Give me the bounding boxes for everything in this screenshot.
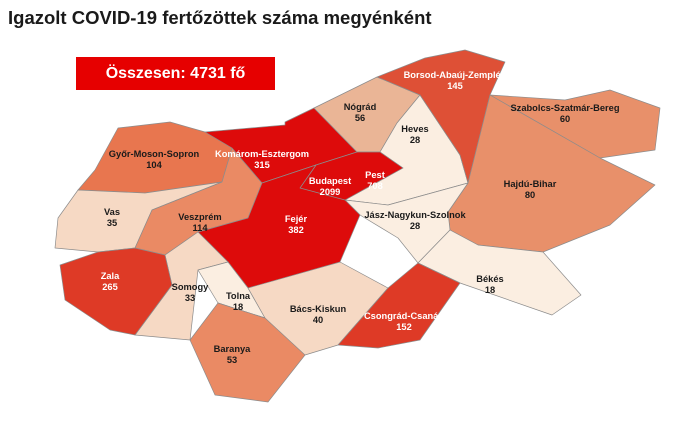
svg-text:35: 35 [107, 218, 117, 228]
svg-text:18: 18 [485, 285, 495, 295]
svg-text:315: 315 [254, 160, 270, 170]
svg-text:Baranya: Baranya [214, 344, 252, 354]
svg-text:382: 382 [288, 225, 304, 235]
svg-text:Komárom-Esztergom: Komárom-Esztergom [215, 149, 309, 159]
svg-text:Budapest: Budapest [309, 176, 351, 186]
svg-text:53: 53 [227, 355, 237, 365]
svg-text:708: 708 [367, 181, 383, 191]
svg-text:Csongrád-Csanád: Csongrád-Csanád [364, 311, 444, 321]
svg-text:40: 40 [313, 315, 323, 325]
svg-text:114: 114 [193, 223, 209, 233]
svg-text:Pest: Pest [365, 170, 385, 180]
svg-text:Zala: Zala [101, 271, 120, 281]
svg-text:2099: 2099 [320, 187, 341, 197]
svg-text:Vas: Vas [104, 207, 120, 217]
svg-text:145: 145 [447, 81, 463, 91]
svg-text:Fejér: Fejér [285, 214, 308, 224]
svg-text:Szabolcs-Szatmár-Bereg: Szabolcs-Szatmár-Bereg [510, 103, 619, 113]
svg-text:80: 80 [525, 190, 535, 200]
svg-text:Somogy: Somogy [172, 282, 210, 292]
svg-text:Békés: Békés [476, 274, 503, 284]
svg-text:Veszprém: Veszprém [178, 212, 221, 222]
svg-text:Győr-Moson-Sopron: Győr-Moson-Sopron [109, 149, 200, 159]
svg-text:33: 33 [185, 293, 195, 303]
svg-text:Hajdú-Bihar: Hajdú-Bihar [504, 179, 557, 189]
svg-text:60: 60 [560, 114, 570, 124]
svg-text:Nógrád: Nógrád [344, 102, 377, 112]
svg-text:Jász-Nagykun-Szolnok: Jász-Nagykun-Szolnok [364, 210, 466, 220]
svg-text:28: 28 [410, 221, 420, 231]
svg-text:Bács-Kiskun: Bács-Kiskun [290, 304, 347, 314]
svg-text:28: 28 [410, 135, 420, 145]
svg-text:Tolna: Tolna [226, 291, 251, 301]
svg-text:104: 104 [146, 160, 162, 170]
svg-text:56: 56 [355, 113, 365, 123]
svg-text:18: 18 [233, 302, 243, 312]
svg-text:152: 152 [396, 322, 412, 332]
svg-text:Heves: Heves [401, 124, 428, 134]
svg-text:Borsod-Abaúj-Zemplén: Borsod-Abaúj-Zemplén [404, 70, 507, 80]
svg-text:265: 265 [102, 282, 118, 292]
